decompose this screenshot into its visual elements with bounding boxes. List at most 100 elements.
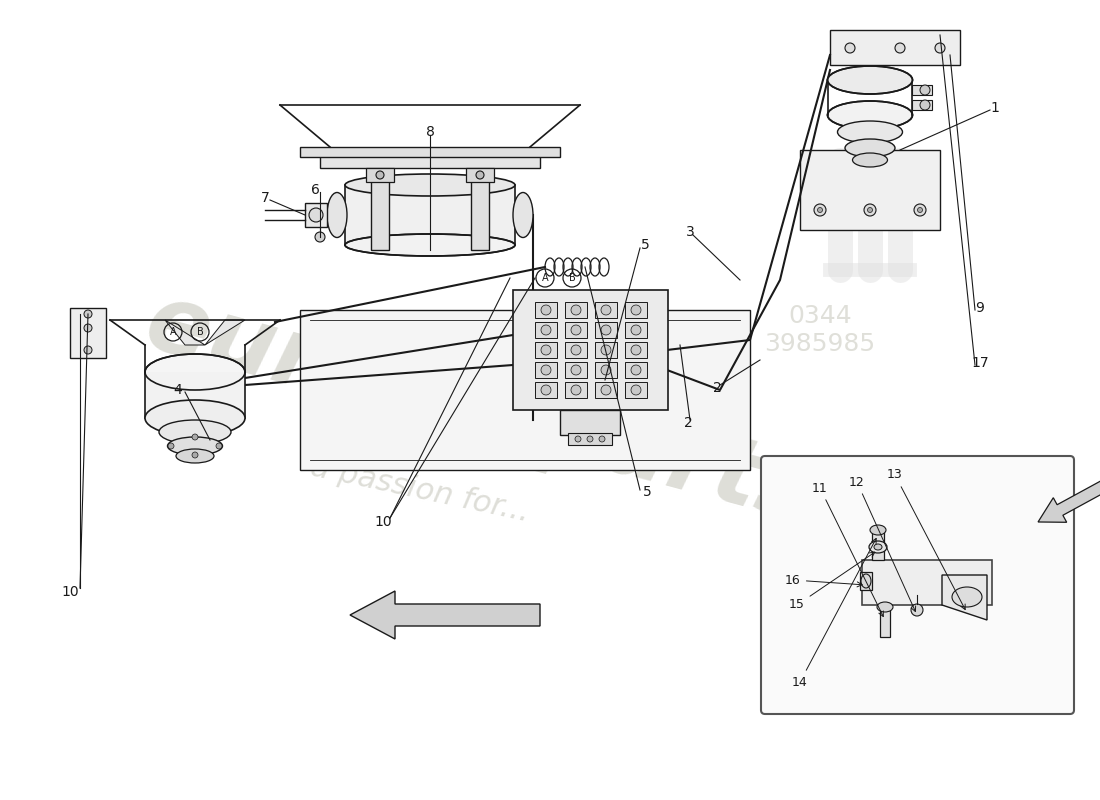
Circle shape [601,365,610,375]
Bar [366,168,394,182]
Bar [565,322,587,338]
Circle shape [192,452,198,458]
Bar [565,362,587,378]
Circle shape [601,305,610,315]
Circle shape [541,305,551,315]
Text: 0344
3985985: 0344 3985985 [764,304,876,356]
FancyArrow shape [1038,474,1100,522]
Bar [625,322,647,338]
Circle shape [920,85,929,95]
Text: 2: 2 [683,416,692,430]
Polygon shape [830,30,960,65]
Circle shape [631,325,641,335]
Text: 2: 2 [713,381,722,395]
Circle shape [601,345,610,355]
Bar [880,605,890,637]
Circle shape [168,443,174,449]
Circle shape [541,385,551,395]
Text: 3: 3 [685,225,694,239]
Bar [535,362,557,378]
Text: 17: 17 [971,356,989,370]
Circle shape [631,365,641,375]
Circle shape [376,171,384,179]
Ellipse shape [176,449,214,463]
Ellipse shape [861,574,871,588]
Circle shape [315,232,324,242]
Ellipse shape [852,153,888,167]
Polygon shape [165,320,205,345]
Text: 10: 10 [374,515,392,529]
Text: 15: 15 [789,552,874,611]
Bar [300,310,750,470]
Circle shape [817,207,823,213]
Ellipse shape [145,400,245,436]
Bar [300,147,560,157]
Bar [595,342,617,358]
Circle shape [541,325,551,335]
Circle shape [914,204,926,216]
Text: 6: 6 [310,183,319,197]
Bar [466,168,494,182]
Ellipse shape [845,139,895,157]
Bar [535,322,557,338]
Bar [535,302,557,318]
Text: 7: 7 [261,191,270,205]
Bar [625,382,647,398]
Circle shape [911,604,923,616]
Circle shape [84,324,92,332]
Circle shape [541,365,551,375]
Polygon shape [205,320,245,345]
Circle shape [309,208,323,222]
Circle shape [917,207,923,213]
Bar [320,156,540,168]
Text: 12: 12 [849,475,915,611]
Ellipse shape [827,101,913,129]
Text: 5: 5 [640,238,649,252]
Bar [625,342,647,358]
Circle shape [895,43,905,53]
Circle shape [814,204,826,216]
Circle shape [192,434,198,440]
Circle shape [600,436,605,442]
Circle shape [935,43,945,53]
Circle shape [868,207,872,213]
Ellipse shape [874,544,882,550]
Bar [595,322,617,338]
Bar [912,100,932,110]
Circle shape [631,305,641,315]
Text: 10: 10 [62,585,79,599]
FancyArrow shape [350,591,540,639]
Ellipse shape [827,66,913,94]
Ellipse shape [513,193,534,238]
Text: 14: 14 [792,538,877,689]
Bar [565,382,587,398]
Circle shape [845,43,855,53]
Circle shape [631,385,641,395]
Bar [912,85,932,95]
Bar [535,382,557,398]
Bar [595,362,617,378]
Text: 5: 5 [642,485,651,499]
Ellipse shape [837,121,902,143]
Text: 11: 11 [812,482,883,617]
Bar [145,372,245,418]
Circle shape [575,436,581,442]
Text: B: B [569,273,575,283]
Text: a passion for...: a passion for... [308,453,532,527]
Bar [595,302,617,318]
Circle shape [476,171,484,179]
Text: 13: 13 [887,469,965,610]
Text: 16: 16 [785,574,862,587]
Circle shape [587,436,593,442]
Bar [872,530,884,560]
Ellipse shape [345,174,515,196]
Circle shape [571,305,581,315]
Ellipse shape [160,420,231,444]
Bar [565,302,587,318]
Bar [345,185,515,245]
Ellipse shape [145,354,245,390]
Bar [535,342,557,358]
Circle shape [571,325,581,335]
Ellipse shape [869,541,887,553]
Bar [565,342,587,358]
